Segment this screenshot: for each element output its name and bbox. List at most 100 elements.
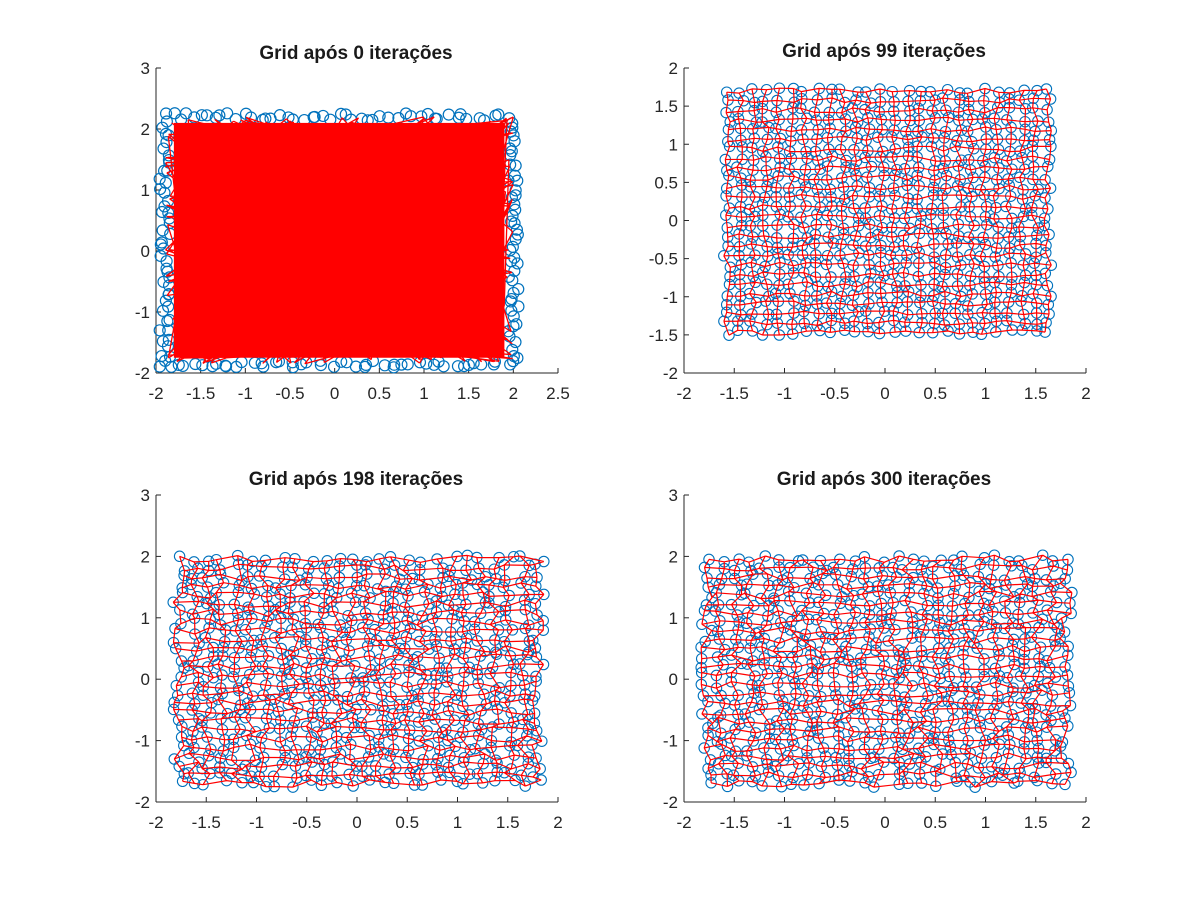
grid-node	[958, 769, 970, 782]
x-tick-label: 0	[330, 384, 339, 403]
grid-node	[308, 110, 321, 124]
grid-node	[1045, 290, 1057, 303]
grid-node	[512, 282, 525, 296]
grid-node	[523, 619, 535, 631]
grid-node	[506, 343, 519, 356]
x-tick-label: 1	[419, 384, 428, 403]
y-tick-label: -1	[663, 288, 678, 307]
y-tick-label: 1.5	[654, 97, 678, 116]
grid-links	[172, 554, 545, 788]
grid-node	[192, 562, 204, 575]
grid-node	[836, 172, 848, 184]
grid-node	[511, 228, 524, 241]
grid-node	[477, 586, 489, 598]
grid-node	[860, 134, 872, 147]
grid-node	[188, 777, 201, 790]
grid-node	[207, 671, 220, 684]
grid-node	[506, 274, 519, 287]
grid-node	[1048, 618, 1060, 631]
subplot-title: Grid após 198 iterações	[249, 469, 463, 490]
subplot-4: Grid após 300 iterações -2 -1.5 -1 -0.5 0 0.5…	[663, 469, 1091, 832]
grid-node	[850, 94, 862, 106]
grid-node	[538, 555, 550, 568]
grid-link-fill	[173, 122, 505, 358]
grid-node	[459, 641, 472, 654]
grid-node	[1041, 655, 1053, 667]
grid-node	[1036, 549, 1049, 561]
grid-node	[411, 619, 423, 631]
x-tick-label: 0	[880, 813, 889, 832]
y-tick-label: 1	[669, 135, 678, 154]
grid-node	[361, 555, 373, 568]
grid-node	[859, 103, 871, 116]
grid-node	[443, 570, 455, 583]
grid-node	[738, 587, 751, 600]
grid-node	[179, 107, 193, 120]
y-tick-label: 2	[669, 547, 678, 566]
grid-node	[962, 182, 975, 195]
y-tick-label: -2	[135, 793, 150, 812]
grid-node	[750, 296, 763, 309]
grid-node	[723, 329, 735, 341]
grid-node	[315, 644, 328, 657]
grid-node	[983, 582, 996, 595]
y-tick-label: 0	[141, 670, 150, 689]
grid-node	[911, 169, 923, 182]
grid-node	[826, 150, 839, 162]
grid-node	[919, 751, 932, 763]
grid-node	[973, 715, 986, 728]
grid-node	[169, 642, 182, 655]
grid-node	[213, 109, 226, 122]
grid-node	[747, 270, 760, 283]
grid-node	[176, 775, 189, 788]
grid-node	[839, 96, 851, 109]
grid-node	[1006, 639, 1019, 652]
grid-node	[1018, 276, 1031, 289]
grid-node	[724, 732, 736, 744]
grid-node	[801, 768, 814, 781]
grid-node	[961, 758, 974, 770]
grid-node	[519, 780, 532, 792]
x-tick-label: 2.5	[546, 384, 570, 403]
grid-node	[507, 320, 520, 333]
grid-node	[857, 573, 870, 585]
y-tick-label: 1	[141, 181, 150, 200]
grid-node	[199, 631, 212, 644]
grid-node	[161, 314, 174, 328]
grid-node	[437, 360, 450, 373]
grid-node	[401, 358, 414, 371]
grid-node	[845, 570, 858, 583]
grid-node	[757, 145, 769, 158]
grid-node	[812, 732, 825, 744]
grid-node	[791, 610, 804, 623]
y-tick-label: 3	[669, 486, 678, 505]
grid-node	[698, 742, 710, 754]
x-tick-label: -0.5	[275, 384, 304, 403]
grid-node	[788, 699, 801, 711]
grid-node	[355, 693, 368, 706]
grid-node	[202, 749, 215, 762]
x-tick-label: -2	[148, 813, 163, 832]
grid-node	[347, 780, 359, 792]
x-tick-label: 1	[981, 384, 990, 403]
grid-node	[719, 749, 732, 762]
x-tick-label: 0.5	[395, 813, 419, 832]
grid-node	[1017, 210, 1030, 223]
grid-node	[731, 609, 743, 621]
grid-node	[772, 141, 784, 153]
grid-node	[747, 655, 759, 667]
grid-node	[316, 109, 330, 123]
x-tick-label: 0.5	[368, 384, 392, 403]
grid-node	[1013, 94, 1025, 106]
grid-node	[510, 223, 524, 236]
grid-node	[782, 278, 794, 291]
grid-node	[362, 751, 375, 763]
grid-node	[898, 703, 910, 716]
grid-node	[509, 189, 522, 202]
grid-node	[450, 578, 462, 591]
subplot-3: Grid após 198 iterações -2 -1.5 -1 -0.5 0 0.5…	[135, 469, 563, 832]
grid-node	[1039, 192, 1051, 204]
grid-node	[420, 357, 433, 370]
grid-node	[530, 752, 542, 764]
y-tick-label: 1	[669, 609, 678, 628]
